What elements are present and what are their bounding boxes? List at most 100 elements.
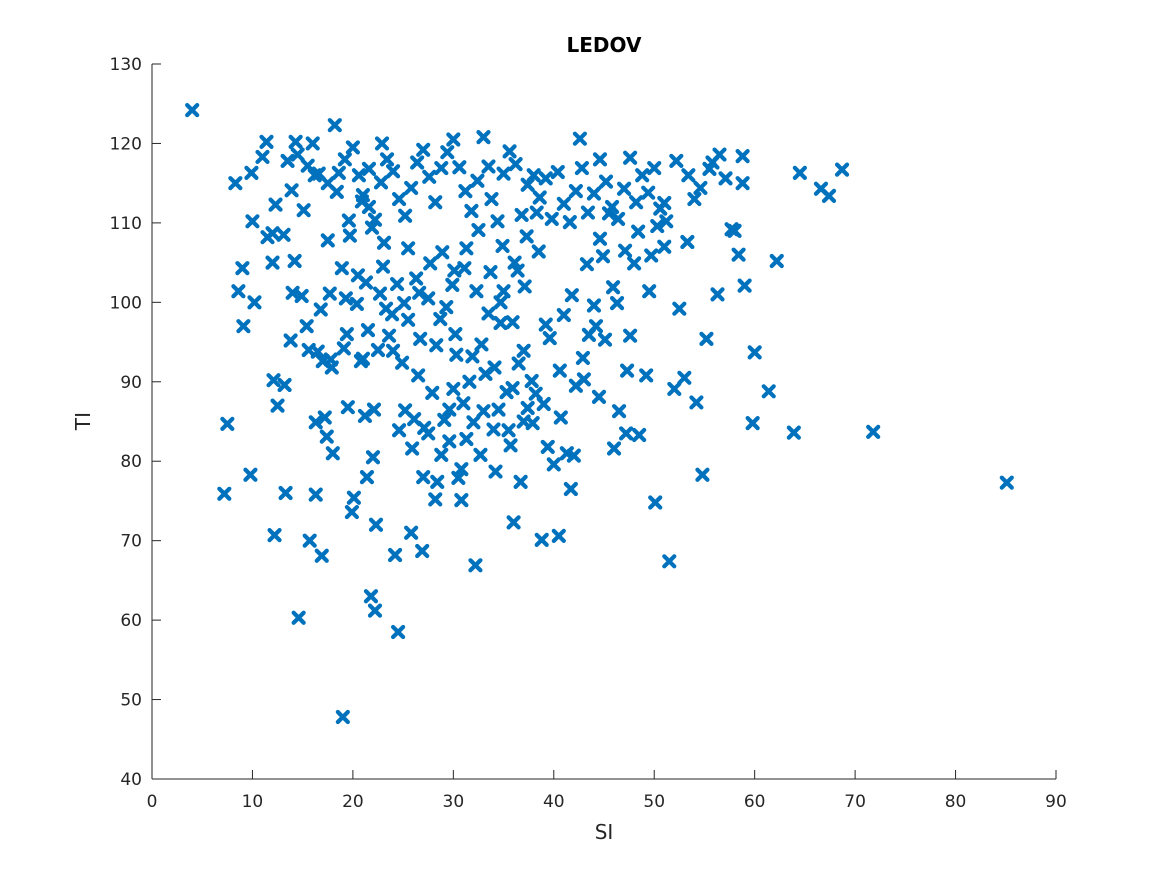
- data-point: [345, 140, 360, 155]
- data-points: [185, 102, 1014, 725]
- data-point: [339, 327, 354, 342]
- data-point: [340, 400, 355, 415]
- data-point: [471, 222, 486, 238]
- data-point: [669, 153, 684, 169]
- data-point: [428, 492, 443, 507]
- data-point: [359, 470, 375, 485]
- data-point: [255, 149, 270, 165]
- data-point: [413, 331, 428, 346]
- data-point: [265, 226, 280, 241]
- data-point: [459, 431, 474, 447]
- data-point: [313, 302, 328, 317]
- data-point: [349, 296, 365, 312]
- data-point: [374, 136, 390, 151]
- data-point: [648, 495, 663, 510]
- data-point: [627, 256, 642, 271]
- data-point: [363, 589, 379, 604]
- data-point: [278, 485, 293, 501]
- data-point: [680, 234, 695, 250]
- data-point: [478, 366, 493, 381]
- data-point: [667, 381, 682, 397]
- data-point: [556, 196, 571, 211]
- data-point: [465, 349, 480, 364]
- data-point: [290, 147, 305, 162]
- data-point: [662, 554, 677, 569]
- data-point: [672, 301, 687, 316]
- data-point: [591, 389, 607, 404]
- data-point: [538, 317, 553, 332]
- data-point: [650, 218, 665, 234]
- y-tick-label: 80: [120, 452, 142, 472]
- data-point: [247, 295, 262, 310]
- data-point: [405, 441, 420, 456]
- data-point: [609, 296, 625, 311]
- data-point: [381, 328, 397, 343]
- data-point: [409, 271, 424, 286]
- data-point: [731, 247, 746, 262]
- data-point: [761, 384, 776, 399]
- data-point: [449, 347, 464, 362]
- data-point: [338, 291, 353, 306]
- data-point: [364, 220, 380, 235]
- data-point: [217, 486, 232, 501]
- data-point: [440, 145, 455, 160]
- data-point: [511, 356, 526, 371]
- data-point: [283, 333, 298, 348]
- data-point: [448, 327, 463, 342]
- y-tick-label: 50: [120, 691, 142, 711]
- data-point: [288, 134, 303, 149]
- x-tick-label: 70: [844, 792, 866, 812]
- data-point: [606, 441, 622, 456]
- data-point: [342, 228, 357, 243]
- data-point: [437, 412, 452, 428]
- data-point: [385, 343, 401, 358]
- data-point: [505, 315, 520, 330]
- y-tick-label: 100: [110, 293, 142, 313]
- data-point: [563, 481, 578, 497]
- data-point: [341, 213, 356, 228]
- data-point: [299, 319, 314, 334]
- data-point: [834, 162, 850, 177]
- data-point: [442, 402, 457, 417]
- data-point: [446, 132, 461, 147]
- x-tick-label: 60: [744, 792, 766, 812]
- data-point: [493, 295, 508, 310]
- data-point: [370, 342, 386, 358]
- y-tick-label: 110: [110, 214, 142, 234]
- data-point: [375, 259, 391, 274]
- data-point: [598, 174, 614, 189]
- data-point: [361, 161, 377, 176]
- data-point: [769, 253, 784, 269]
- data-point: [268, 197, 283, 212]
- data-point: [693, 180, 708, 196]
- data-point: [457, 261, 472, 276]
- data-point: [469, 284, 484, 299]
- data-point: [526, 168, 541, 183]
- data-point: [462, 374, 477, 389]
- data-point: [476, 129, 491, 145]
- data-point: [270, 398, 285, 413]
- plot-axes: 0 10 20 30 40 50 60 70 80 90 40 50 60 70 80 90 100 110 120…: [110, 55, 1067, 812]
- data-point: [580, 205, 596, 220]
- data-point: [483, 265, 498, 280]
- data-point: [575, 350, 591, 366]
- data-point: [459, 241, 474, 256]
- data-point: [579, 257, 595, 272]
- data-point: [434, 447, 449, 462]
- data-point: [551, 528, 566, 543]
- data-point: [391, 191, 407, 207]
- data-point: [556, 307, 571, 323]
- data-point: [231, 284, 246, 299]
- y-tick-label: 60: [120, 611, 142, 631]
- chart-title: LEDOV: [567, 33, 642, 57]
- data-point: [786, 425, 801, 440]
- data-point: [337, 152, 352, 167]
- x-tick-label: 20: [342, 792, 364, 812]
- data-point: [428, 195, 443, 210]
- data-point: [681, 168, 696, 183]
- data-point: [546, 457, 561, 472]
- x-tick-label: 50: [643, 792, 665, 812]
- data-point: [296, 203, 311, 218]
- data-point: [373, 175, 389, 190]
- data-point: [792, 165, 807, 180]
